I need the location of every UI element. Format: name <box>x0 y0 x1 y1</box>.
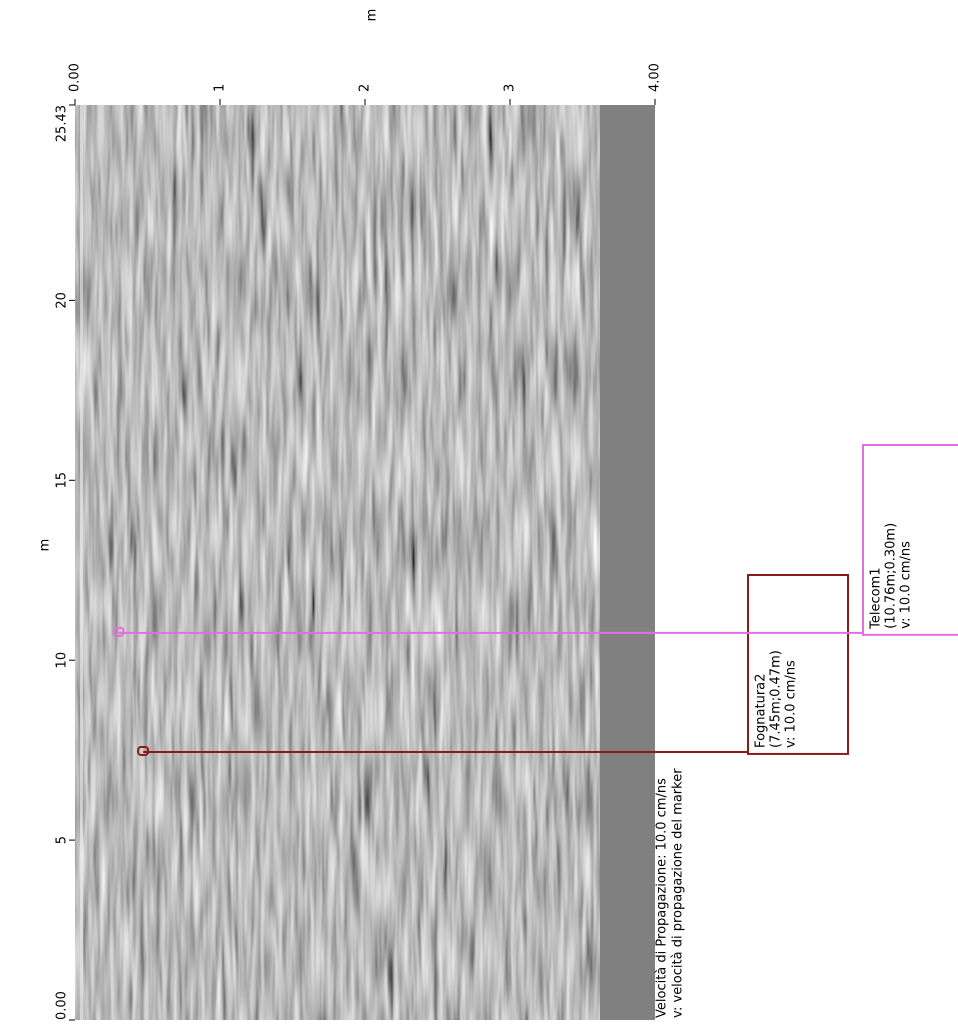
marker-label: Fognatura2 <box>754 674 769 748</box>
marker <box>137 745 150 756</box>
y-tick-label: 2 <box>358 84 373 92</box>
marker-label: (7.45m;0.47m) <box>769 650 784 748</box>
marker-label: (10.76m;0.30m) <box>884 523 899 629</box>
marker <box>112 626 125 637</box>
y-axis-title: m <box>365 9 380 22</box>
x-tick-label: 0.00 <box>55 991 70 1020</box>
y-tick-label: 1 <box>213 84 228 92</box>
y-tick-label: 3 <box>503 84 518 92</box>
surface-reflection <box>80 105 83 1020</box>
x-tick-label: 5 <box>55 836 70 844</box>
x-tick-label: 15 <box>55 472 70 489</box>
x-tick-label: 10 <box>55 652 70 669</box>
velocity-legend: v: velocità di propagazione del marker <box>671 768 686 1018</box>
x-tick-label: 25.43 <box>55 105 70 142</box>
radargram-image <box>75 105 600 1020</box>
x-tick-label: 20 <box>55 292 70 309</box>
marker-label: Telecom1 <box>869 567 884 629</box>
label-box <box>747 574 849 755</box>
marker-label: v: 10.0 cm/ns <box>784 660 799 748</box>
x-axis-title: m <box>38 539 53 552</box>
label-box <box>862 444 958 636</box>
velocity-note: Velocità di Propagazione: 10.0 cm/ns <box>655 778 670 1018</box>
y-tick-label: 0.00 <box>68 63 83 92</box>
marker-label: v: 10.0 cm/ns <box>899 541 914 629</box>
y-tick-label: 4.00 <box>648 63 663 92</box>
